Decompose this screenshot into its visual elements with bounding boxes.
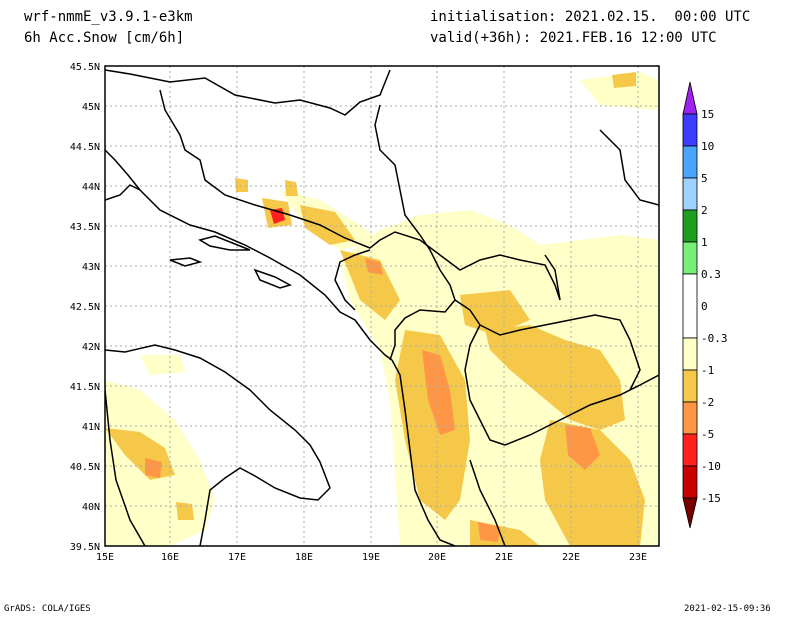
colorbar-label: -0.3 — [701, 332, 728, 345]
lat-label: 43.5N — [70, 222, 100, 233]
colorbar-label: 1 — [701, 236, 708, 249]
graticule — [105, 66, 659, 546]
lon-label: 20E — [428, 552, 446, 563]
footer-timestamp: 2021-02-15-09:36 — [684, 604, 771, 614]
colorbar-label: 10 — [701, 140, 714, 153]
colorbar-swatch — [682, 273, 698, 339]
colorbar-swatch — [682, 177, 698, 211]
colorbar-swatch — [682, 337, 698, 371]
snow-field — [105, 72, 659, 546]
lat-label: 44.5N — [70, 142, 100, 153]
lat-axis: 45.5N 45N 44.5N 44N 43.5N 43N 42.5N 42N … — [70, 62, 100, 553]
colorbar-label: 0 — [701, 300, 708, 313]
lat-label: 41N — [82, 422, 100, 433]
lon-label: 18E — [295, 552, 313, 563]
variable-title: 6h Acc.Snow [cm/6h] — [24, 30, 185, 46]
lat-label: 42N — [82, 342, 100, 353]
valid-time: valid(+36h): 2021.FEB.16 12:00 UTC — [430, 30, 717, 46]
colorbar-bottom-arrow — [682, 497, 698, 529]
lat-label: 39.5N — [70, 542, 100, 553]
colorbar-swatch — [682, 433, 698, 467]
colorbar-swatch — [682, 241, 698, 275]
lon-label: 15E — [96, 552, 114, 563]
lat-label: 45N — [82, 102, 100, 113]
colorbar-label: -15 — [701, 492, 721, 505]
lon-label: 19E — [362, 552, 380, 563]
colorbar-swatch — [682, 113, 698, 147]
lon-label: 17E — [228, 552, 246, 563]
colorbar — [682, 81, 698, 529]
lat-label: 43N — [82, 262, 100, 273]
colorbar-label: 0.3 — [701, 268, 721, 281]
colorbar-label: -5 — [701, 428, 714, 441]
lat-label: 42.5N — [70, 302, 100, 313]
lat-label: 40N — [82, 502, 100, 513]
colorbar-label: -2 — [701, 396, 714, 409]
colorbar-labels: 15 10 5 2 1 0.3 0 -0.3 -1 -2 -5 -10 -15 — [701, 108, 728, 505]
lon-axis: 15E 16E 17E 18E 19E 20E 21E 22E 23E — [96, 552, 647, 563]
lon-label: 16E — [161, 552, 179, 563]
map-frame — [104, 65, 660, 547]
model-title: wrf-nmmE_v3.9.1-e3km — [24, 9, 193, 25]
colorbar-swatch — [682, 369, 698, 403]
lon-label: 22E — [562, 552, 580, 563]
colorbar-label: 15 — [701, 108, 714, 121]
footer-credit: GrADS: COLA/IGES — [4, 604, 91, 614]
lat-label: 45.5N — [70, 62, 100, 73]
lat-label: 41.5N — [70, 382, 100, 393]
colorbar-swatch — [682, 401, 698, 435]
colorbar-swatch — [682, 465, 698, 499]
colorbar-top-arrow — [682, 81, 698, 115]
colorbar-swatch — [682, 209, 698, 243]
colorbar-label: -10 — [701, 460, 721, 473]
init-time: initialisation: 2021.02.15. 00:00 UTC — [430, 9, 751, 25]
colorbar-label: 5 — [701, 172, 708, 185]
coastlines-borders — [105, 69, 659, 546]
colorbar-label: -1 — [701, 364, 714, 377]
lon-label: 21E — [495, 552, 513, 563]
lat-label: 44N — [82, 182, 100, 193]
colorbar-label: 2 — [701, 204, 708, 217]
colorbar-swatch — [682, 145, 698, 179]
lon-label: 23E — [629, 552, 647, 563]
lat-label: 40.5N — [70, 462, 100, 473]
